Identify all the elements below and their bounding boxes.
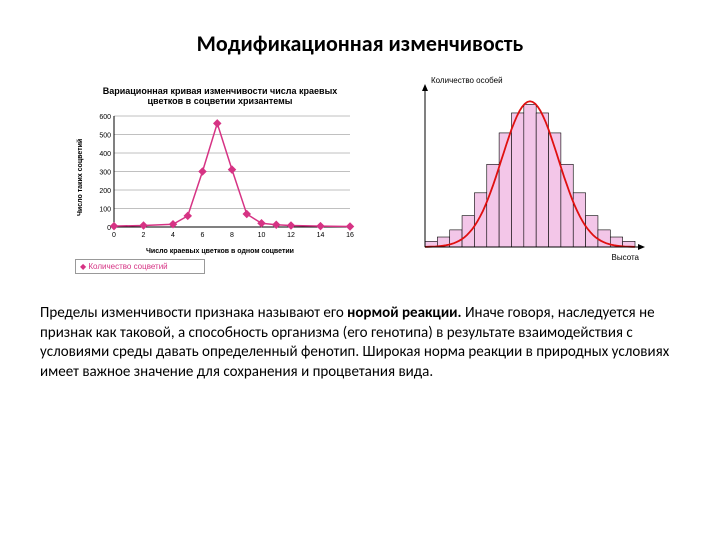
svg-text:10: 10 xyxy=(258,232,266,239)
svg-text:400: 400 xyxy=(99,151,111,158)
body-pre: Пределы изменчивости признака называют е… xyxy=(40,304,347,322)
svg-text:500: 500 xyxy=(99,133,111,140)
chart1-legend-label: Количество соцветий xyxy=(88,262,167,271)
svg-text:16: 16 xyxy=(346,232,354,239)
svg-text:8: 8 xyxy=(230,232,234,239)
svg-text:600: 600 xyxy=(99,114,111,121)
svg-text:6: 6 xyxy=(201,232,205,239)
chart2-ylabel: Количество особей xyxy=(431,76,503,85)
chart2-svg xyxy=(395,82,645,257)
svg-text:2: 2 xyxy=(142,232,146,239)
svg-text:0: 0 xyxy=(112,232,116,239)
chart2-xlabel: Высота xyxy=(612,253,639,262)
chart1-title: Вариационная кривая изменчивости числа к… xyxy=(75,82,365,110)
chart1-ylabel: Число таких соцветий xyxy=(75,110,86,245)
chart1-plot: 01002003004005006000246810121416 xyxy=(86,110,365,245)
svg-text:200: 200 xyxy=(99,188,111,195)
page-title: Модификационная изменчивость xyxy=(40,30,680,57)
variation-curve-chart: Вариационная кривая изменчивости числа к… xyxy=(75,82,365,274)
chart1-xlabel: Число краевых цветков в одном соцветии xyxy=(75,245,365,255)
chart1-svg: 01002003004005006000246810121416 xyxy=(86,110,356,245)
body-emphasis: нормой реакции. xyxy=(347,304,461,322)
histogram-chart: Количество особей Высота xyxy=(395,82,645,262)
svg-text:12: 12 xyxy=(287,232,295,239)
chart1-legend: ◆ Количество соцветий xyxy=(75,259,205,274)
svg-text:14: 14 xyxy=(317,232,325,239)
svg-text:100: 100 xyxy=(99,207,111,214)
svg-text:300: 300 xyxy=(99,170,111,177)
charts-row: Вариационная кривая изменчивости числа к… xyxy=(40,82,680,274)
svg-text:4: 4 xyxy=(171,232,175,239)
body-text: Пределы изменчивости признака называют е… xyxy=(40,304,680,382)
